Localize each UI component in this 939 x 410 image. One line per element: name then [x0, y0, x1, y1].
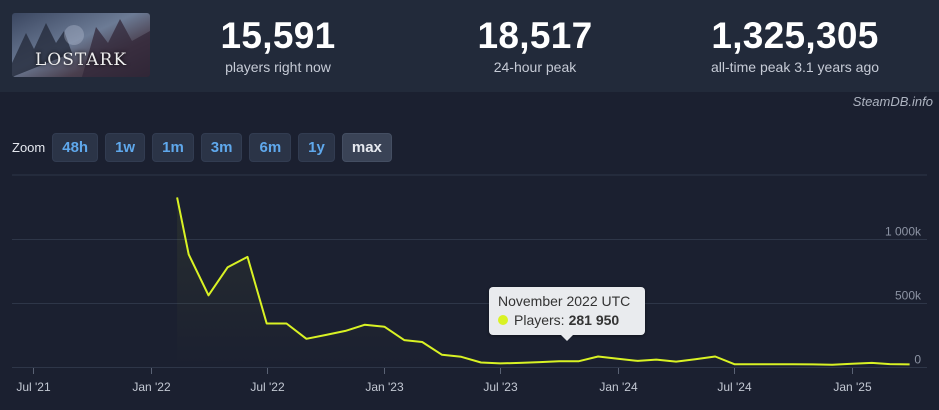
- zoom-button-1y[interactable]: 1y: [298, 133, 335, 162]
- zoom-button-6m[interactable]: 6m: [249, 133, 292, 162]
- tooltip-row: Players: 281 950: [498, 312, 619, 328]
- stat-value: 15,591: [220, 15, 336, 56]
- stats-header: LOSTARK 15,591 players right now 18,517 …: [0, 0, 939, 92]
- x-tick-label: Jan '23: [365, 380, 404, 394]
- chart-tooltip: November 2022 UTC Players: 281 950: [489, 287, 645, 341]
- stat-all-time-peak: 1,325,305 all-time peak 3.1 years ago: [690, 14, 900, 76]
- tooltip-series-label: Players:: [514, 312, 565, 328]
- series-line-players[interactable]: [176, 197, 910, 366]
- tooltip-value: 281 950: [568, 312, 620, 328]
- y-axis-labels: 1 000k 500k 0: [885, 225, 922, 367]
- y-tick-label: 1 000k: [885, 225, 922, 239]
- stat-label: players right now: [225, 59, 331, 75]
- x-tick-label: Jan '25: [833, 380, 872, 394]
- zoom-button-1w[interactable]: 1w: [105, 133, 146, 162]
- x-tick-label: Jul '24: [717, 380, 752, 394]
- stat-label: all-time peak 3.1 years ago: [710, 59, 880, 75]
- stat-value: 18,517: [477, 15, 593, 56]
- series-area-fill: [177, 197, 910, 367]
- chart-gridlines: [12, 174, 927, 368]
- x-tick-label: Jul '22: [250, 380, 285, 394]
- x-tick-label: Jul '21: [16, 380, 51, 394]
- x-tick-label: Jan '24: [599, 380, 638, 394]
- stat-value: 1,325,305: [711, 15, 879, 56]
- zoom-button-3m[interactable]: 3m: [200, 133, 243, 162]
- zoom-button-1m[interactable]: 1m: [152, 133, 194, 162]
- stat-label: 24-hour peak: [493, 59, 577, 75]
- steamdb-watermark: SteamDB.info: [852, 94, 933, 109]
- y-tick-label: 500k: [895, 289, 922, 303]
- x-tick-label: Jan '22: [132, 380, 171, 394]
- x-axis-ticks: Jul '21 Jan '22 Jul '22 Jan '23 Jul '23 Jan '…: [16, 368, 872, 394]
- tooltip-title: November 2022 UTC: [498, 293, 631, 309]
- stat-24h-peak: 18,517 24-hour peak: [455, 14, 615, 76]
- zoom-controls: Zoom 48h 1w 1m 3m 6m 1y max: [12, 133, 399, 162]
- stat-players-now: 15,591 players right now: [191, 14, 365, 76]
- player-count-chart[interactable]: 1 000k 500k 0 Jul '21 Jan '22 Jul '22 Jan '23…: [0, 165, 939, 410]
- logo-wordmark: LOSTARK: [34, 50, 128, 70]
- zoom-button-48h[interactable]: 48h: [52, 133, 99, 162]
- game-cover-art: [12, 13, 150, 77]
- y-tick-label: 0: [914, 353, 921, 367]
- zoom-label: Zoom: [12, 140, 46, 155]
- zoom-button-max[interactable]: max: [341, 133, 392, 162]
- x-tick-label: Jul '23: [483, 380, 518, 394]
- series-color-dot: [498, 315, 508, 325]
- game-logo[interactable]: LOSTARK: [12, 13, 150, 77]
